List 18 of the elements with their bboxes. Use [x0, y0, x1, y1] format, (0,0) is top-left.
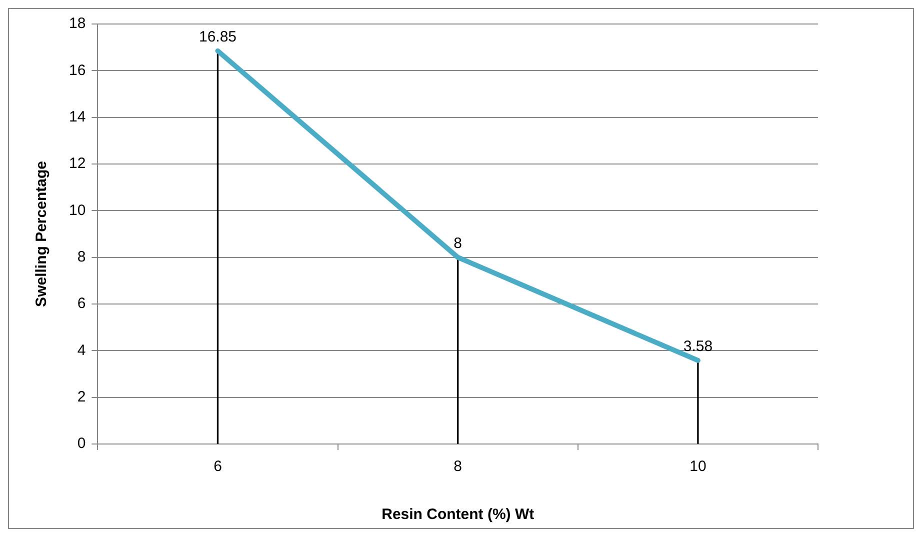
y-tick-label: 6	[77, 295, 86, 312]
x-tick-label: 8	[454, 458, 462, 476]
x-tick-label: 10	[690, 458, 706, 476]
y-tick-label: 16	[68, 62, 86, 79]
y-tick-label: 2	[77, 388, 86, 406]
y-tick-label: 0	[77, 435, 86, 452]
x-axis-title: Resin Content (%) Wt	[382, 506, 534, 524]
y-tick-label: 10	[68, 202, 86, 219]
x-tick-label: 6	[214, 458, 222, 476]
y-tick-label: 18	[68, 15, 86, 32]
data-label: 3.58	[683, 338, 713, 356]
y-tick-label: 8	[77, 248, 86, 266]
y-axis-title: Swelling Percentage	[33, 161, 50, 307]
y-tick-label: 4	[77, 342, 86, 359]
data-label: 8	[454, 234, 462, 252]
y-tick-label: 12	[68, 155, 86, 172]
y-tick-label: 14	[68, 108, 86, 126]
data-label: 16.85	[198, 28, 237, 46]
